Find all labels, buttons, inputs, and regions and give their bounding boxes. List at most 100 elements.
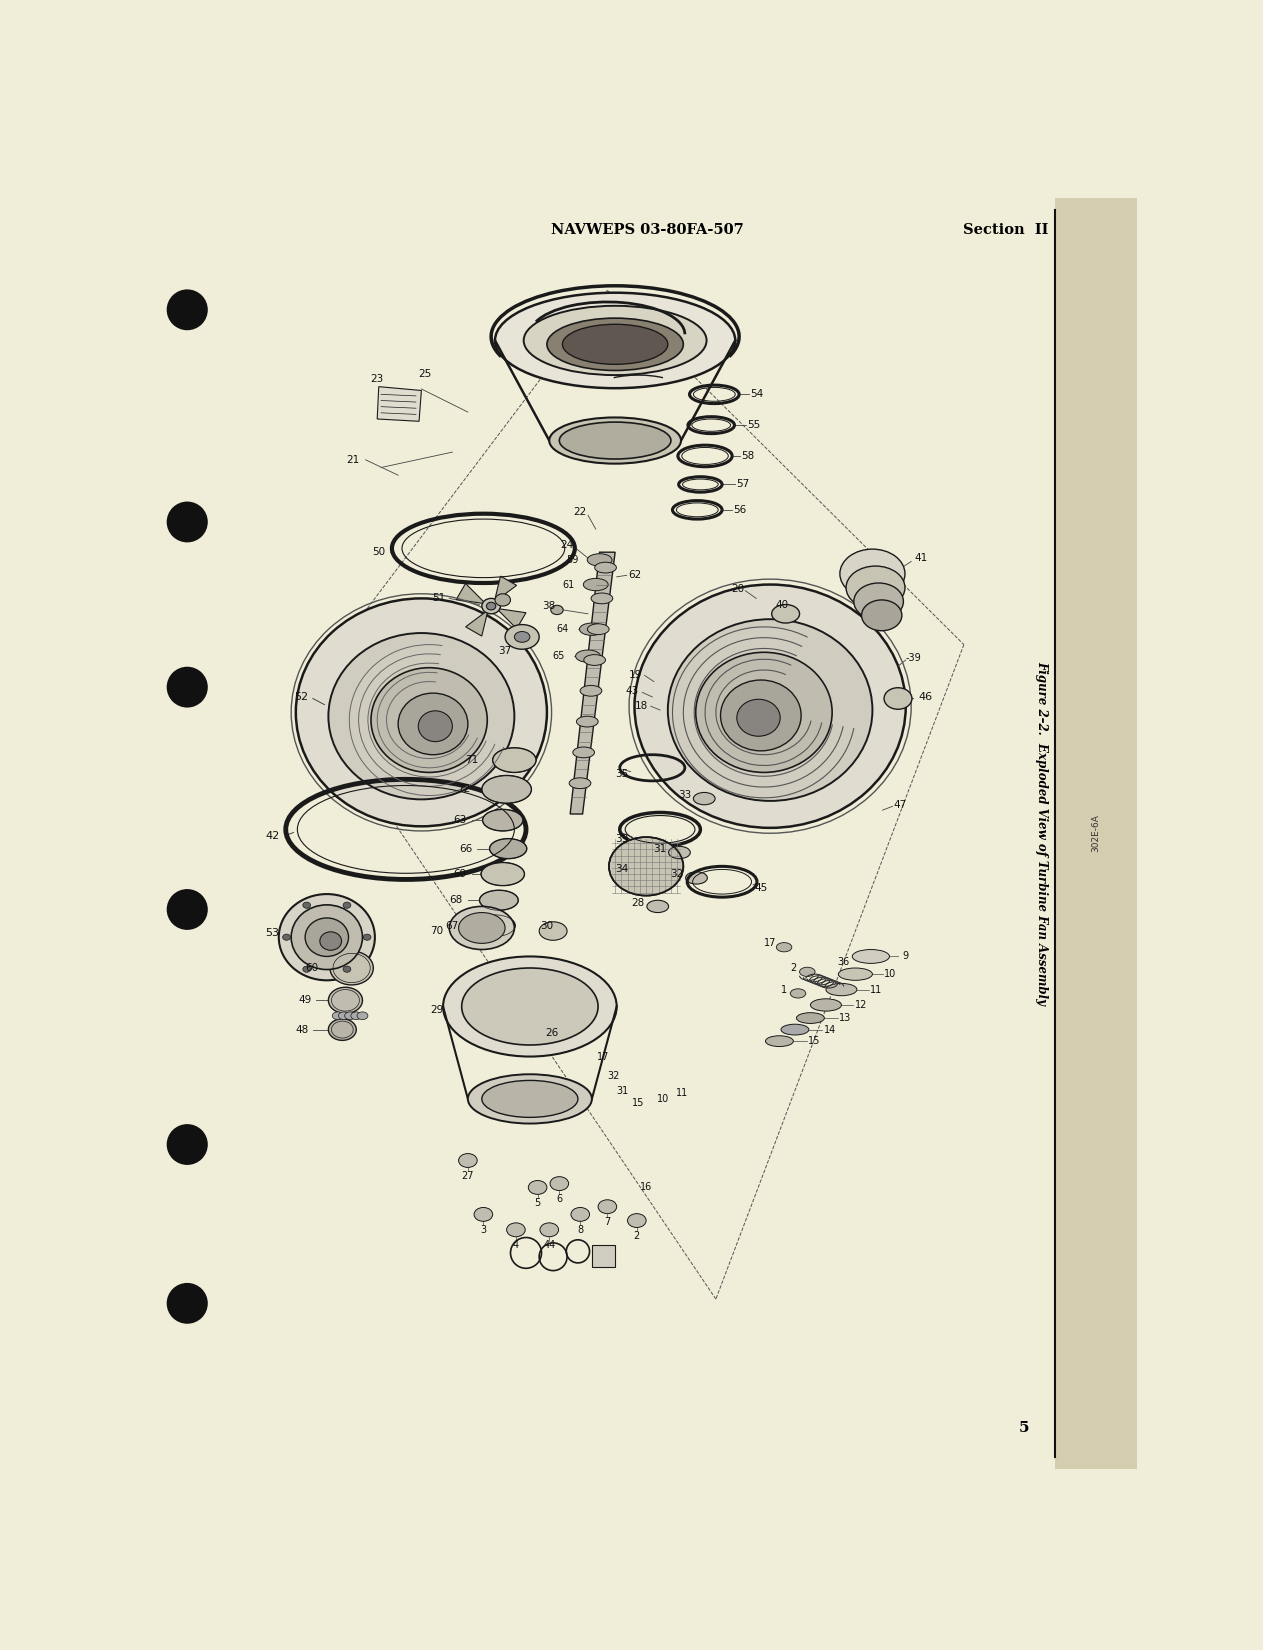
Ellipse shape <box>853 949 889 964</box>
Ellipse shape <box>344 903 351 908</box>
Ellipse shape <box>344 967 351 972</box>
Ellipse shape <box>571 1208 590 1221</box>
Ellipse shape <box>765 1036 793 1046</box>
Ellipse shape <box>668 846 691 858</box>
Text: 32: 32 <box>608 1071 620 1081</box>
Text: 68: 68 <box>450 896 462 906</box>
Ellipse shape <box>781 1025 808 1035</box>
Text: 19: 19 <box>629 670 642 680</box>
Text: 63: 63 <box>453 815 467 825</box>
Text: 36: 36 <box>837 957 850 967</box>
Text: 38: 38 <box>543 601 556 610</box>
Ellipse shape <box>524 305 706 375</box>
Text: 25: 25 <box>418 368 432 378</box>
Ellipse shape <box>279 894 375 980</box>
Ellipse shape <box>296 599 547 827</box>
Ellipse shape <box>493 747 536 772</box>
Ellipse shape <box>351 1011 361 1020</box>
Text: 22: 22 <box>573 507 587 516</box>
Text: -39: -39 <box>906 653 922 663</box>
Ellipse shape <box>846 566 906 609</box>
Text: 59: 59 <box>566 554 578 564</box>
Ellipse shape <box>486 602 496 610</box>
Polygon shape <box>466 610 488 635</box>
Text: 62: 62 <box>628 571 642 581</box>
Ellipse shape <box>573 747 595 757</box>
Ellipse shape <box>514 632 530 642</box>
Polygon shape <box>570 553 615 813</box>
Bar <box>1056 198 1137 1468</box>
Ellipse shape <box>539 922 567 940</box>
Text: 45: 45 <box>754 883 768 893</box>
Ellipse shape <box>634 584 906 828</box>
Ellipse shape <box>475 914 515 937</box>
Circle shape <box>167 889 208 931</box>
Text: 67: 67 <box>446 921 458 931</box>
Text: 2: 2 <box>791 964 797 973</box>
Ellipse shape <box>628 1214 647 1228</box>
Text: 29: 29 <box>431 1005 443 1015</box>
Ellipse shape <box>320 932 341 950</box>
Polygon shape <box>456 584 486 604</box>
Text: 39: 39 <box>615 833 628 843</box>
Ellipse shape <box>505 625 539 648</box>
Text: 10: 10 <box>657 1094 669 1104</box>
Text: 64: 64 <box>556 624 568 634</box>
Text: 40: 40 <box>775 599 788 609</box>
Ellipse shape <box>443 957 616 1056</box>
Ellipse shape <box>418 711 452 741</box>
Ellipse shape <box>686 871 707 884</box>
Ellipse shape <box>495 292 735 388</box>
Text: 15: 15 <box>808 1036 821 1046</box>
Ellipse shape <box>696 652 832 772</box>
Text: 52: 52 <box>294 691 308 701</box>
Text: 4: 4 <box>513 1241 519 1251</box>
Text: 51: 51 <box>432 594 445 604</box>
Text: 16: 16 <box>640 1183 652 1193</box>
Text: 56: 56 <box>734 505 746 515</box>
Text: 3: 3 <box>480 1224 486 1234</box>
Text: 48: 48 <box>296 1025 308 1035</box>
Text: 37: 37 <box>499 645 512 655</box>
Ellipse shape <box>481 776 532 804</box>
Text: 70: 70 <box>431 926 443 936</box>
Ellipse shape <box>580 685 601 696</box>
Text: 11: 11 <box>676 1087 688 1097</box>
Text: 20: 20 <box>731 584 744 594</box>
Text: 50: 50 <box>373 548 385 558</box>
Ellipse shape <box>495 594 510 606</box>
Text: 55: 55 <box>748 421 760 431</box>
Ellipse shape <box>584 579 609 591</box>
Ellipse shape <box>839 969 873 980</box>
Ellipse shape <box>490 838 527 858</box>
Ellipse shape <box>595 563 616 573</box>
Text: 27: 27 <box>461 1172 474 1181</box>
Text: 14: 14 <box>823 1025 836 1035</box>
Text: 34: 34 <box>615 865 628 874</box>
Text: 302E-6A: 302E-6A <box>1091 815 1100 851</box>
Text: 15: 15 <box>633 1097 644 1107</box>
Text: 42: 42 <box>265 830 279 840</box>
Ellipse shape <box>345 1011 355 1020</box>
Ellipse shape <box>884 688 912 710</box>
Text: 23: 23 <box>370 375 383 384</box>
Text: 33: 33 <box>678 790 692 800</box>
Text: 47: 47 <box>894 800 907 810</box>
Ellipse shape <box>283 934 290 940</box>
Text: 46: 46 <box>918 691 932 701</box>
Ellipse shape <box>797 1013 825 1023</box>
Text: 30: 30 <box>541 921 553 931</box>
Polygon shape <box>378 386 422 421</box>
Text: 65: 65 <box>552 652 565 662</box>
Ellipse shape <box>292 904 362 970</box>
Text: 28: 28 <box>632 898 645 908</box>
Text: 41: 41 <box>914 553 928 563</box>
Ellipse shape <box>693 792 715 805</box>
Ellipse shape <box>480 891 518 911</box>
Ellipse shape <box>541 1223 558 1238</box>
Text: 6: 6 <box>556 1195 562 1204</box>
Text: 61: 61 <box>562 579 575 589</box>
Text: 31: 31 <box>653 843 667 853</box>
Ellipse shape <box>462 969 599 1044</box>
Text: 1: 1 <box>781 985 787 995</box>
